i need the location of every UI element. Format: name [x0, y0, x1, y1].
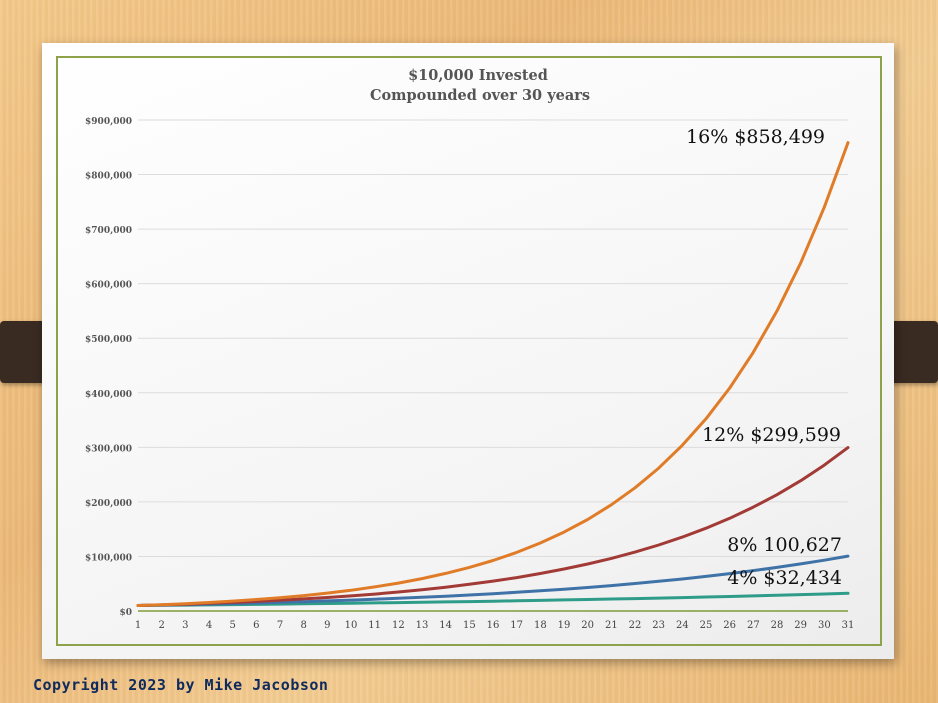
- series-line-r16: [136, 141, 850, 607]
- y-tick-label: $900,000: [85, 117, 132, 127]
- x-tick-label: 21: [605, 620, 618, 631]
- x-tick-label: 31: [842, 620, 855, 631]
- x-tick-label: 24: [676, 620, 689, 631]
- x-tick-label: 30: [818, 620, 831, 631]
- x-axis-ticks: 1 2 3 4 5 6 7 8 9 10 11 12 13 14 15 16 17 18 19 20 21 22 23 24 2…: [135, 620, 855, 631]
- x-tick-label: 4: [206, 620, 212, 631]
- x-tick-label: 1: [135, 620, 141, 631]
- x-tick-label: 11: [368, 620, 381, 631]
- x-tick-label: 9: [324, 620, 330, 631]
- series-annotations: 16% $858,499 12% $299,599 8% 100,627 4% $32…: [686, 126, 842, 589]
- x-tick-label: 2: [158, 620, 164, 631]
- chart-subtitle: Compounded over 30 years: [370, 87, 590, 104]
- y-tick-label: $100,000: [85, 553, 132, 563]
- y-tick-label: $500,000: [85, 335, 132, 345]
- y-tick-label: $400,000: [85, 390, 132, 400]
- y-tick-label: $300,000: [85, 444, 132, 454]
- y-tick-label: $0: [119, 608, 132, 618]
- x-tick-label: 16: [487, 620, 500, 631]
- y-axis-ticks: $0 $100,000 $200,000 $300,000 $400,000 $500,0…: [85, 117, 132, 618]
- series-lines: [136, 141, 850, 607]
- y-tick-label: $700,000: [85, 226, 132, 236]
- x-tick-label: 25: [700, 620, 713, 631]
- x-tick-label: 10: [345, 620, 358, 631]
- x-tick-label: 22: [629, 620, 642, 631]
- x-tick-label: 13: [416, 620, 429, 631]
- annotation-r16: 16% $858,499: [686, 126, 825, 148]
- x-tick-label: 28: [771, 620, 784, 631]
- x-tick-label: 20: [581, 620, 594, 631]
- x-tick-label: 14: [439, 620, 452, 631]
- x-tick-label: 12: [392, 620, 405, 631]
- x-tick-label: 27: [747, 620, 760, 631]
- x-tick-label: 29: [794, 620, 807, 631]
- x-tick-label: 18: [534, 620, 547, 631]
- x-tick-label: 8: [300, 620, 306, 631]
- chart-title: $10,000 Invested: [408, 67, 548, 84]
- copyright-text: Copyright 2023 by Mike Jacobson: [33, 676, 329, 694]
- x-tick-label: 23: [652, 620, 665, 631]
- x-tick-label: 5: [229, 620, 235, 631]
- gridlines: [138, 119, 848, 612]
- x-tick-label: 26: [723, 620, 736, 631]
- y-tick-label: $600,000: [85, 281, 132, 291]
- series-line-r12: [136, 446, 850, 607]
- annotation-r4: 4% $32,434: [727, 567, 842, 589]
- annotation-r8: 8% 100,627: [727, 534, 842, 556]
- x-tick-label: 6: [253, 620, 259, 631]
- x-tick-label: 15: [463, 620, 476, 631]
- x-tick-label: 3: [182, 620, 188, 631]
- x-tick-label: 17: [510, 620, 523, 631]
- y-tick-label: $200,000: [85, 499, 132, 509]
- y-tick-label: $800,000: [85, 172, 132, 182]
- series-line-r8: [136, 554, 850, 607]
- annotation-r12: 12% $299,599: [702, 424, 841, 446]
- x-tick-label: 19: [558, 620, 571, 631]
- x-tick-label: 7: [277, 620, 283, 631]
- chart-frame: [56, 56, 882, 646]
